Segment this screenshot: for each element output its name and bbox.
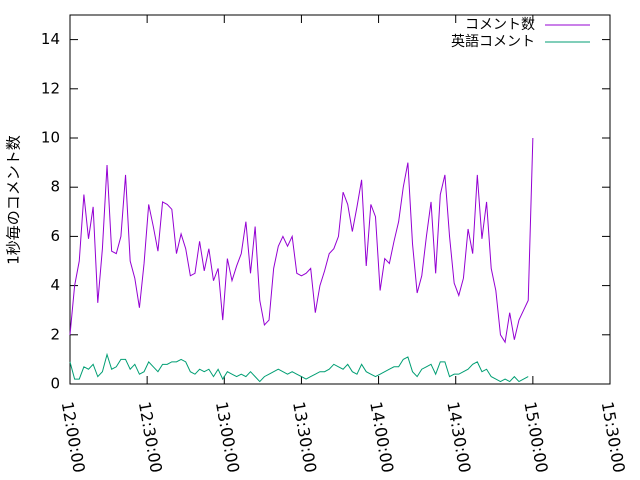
- x-tick-label: 13:00:00: [212, 400, 243, 474]
- y-tick-label: 8: [50, 178, 60, 196]
- y-axis-label: 1秒毎のコメント数: [5, 135, 23, 265]
- x-tick-label: 12:00:00: [58, 400, 89, 474]
- y-tick-label: 10: [41, 129, 60, 147]
- x-tick-label: 14:30:00: [443, 400, 474, 474]
- x-tick-label: 12:30:00: [135, 400, 166, 474]
- x-tick-label: 13:30:00: [289, 400, 320, 474]
- y-tick-label: 2: [50, 325, 60, 343]
- y-tick-label: 12: [41, 79, 60, 97]
- legend-label: コメント数: [465, 17, 535, 33]
- x-tick-label: 15:00:00: [520, 400, 551, 474]
- x-tick-label: 14:00:00: [366, 400, 397, 474]
- y-tick-label: 0: [50, 375, 60, 393]
- legend-label: 英語コメント: [451, 33, 535, 50]
- x-tick-label: 15:30:00: [598, 400, 629, 474]
- y-tick-label: 4: [50, 276, 60, 294]
- series-line: [69, 137, 534, 344]
- y-tick-label: 6: [50, 227, 60, 245]
- series-line: [69, 352, 529, 383]
- plot-frame: [69, 14, 611, 385]
- y-tick-label: 14: [41, 30, 60, 48]
